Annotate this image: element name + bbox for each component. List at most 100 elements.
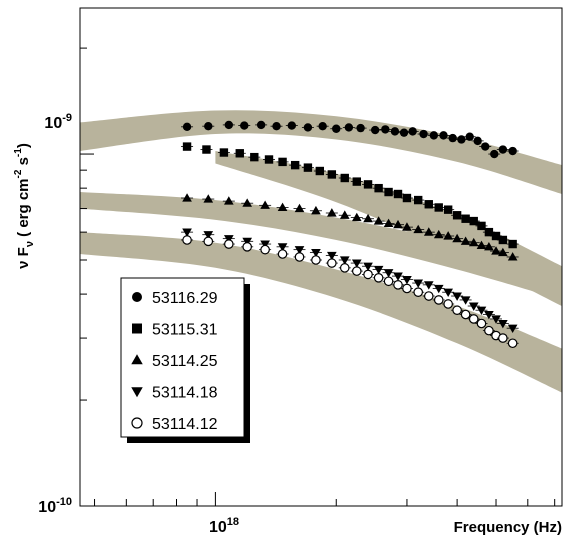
data-point [327,251,337,261]
data-point [339,210,350,219]
data-point [434,203,443,212]
data-point [351,259,362,268]
data-point [351,212,362,222]
data-point [490,149,499,159]
series-53116.29 [181,120,519,159]
data-point [469,216,478,226]
data-point [260,244,270,255]
data-point [393,219,403,229]
data-point [235,149,244,158]
data-point [507,252,518,261]
model-band-3 [80,192,562,300]
data-point [452,292,462,301]
data-point [344,123,354,132]
data-point [402,222,412,231]
legend-label-53115.31: 53115.31 [152,322,218,339]
data-point [327,170,337,179]
data-point [393,272,403,281]
data-point [374,183,383,193]
data-point [303,123,313,132]
data-point [423,291,434,301]
data-point [413,279,424,288]
data-point [452,211,462,220]
legend-label-53116.29: 53116.29 [152,290,218,307]
data-point [419,129,428,139]
data-point [424,200,433,209]
data-point [204,121,213,131]
data-point [363,262,373,272]
data-point [370,125,380,135]
data-point [414,195,423,205]
data-point [182,193,192,202]
legend: 53116.29 53115.31 53114.25 53114.18 53114.12 [120,277,250,443]
data-point [443,205,453,214]
data-point [443,288,453,298]
data-point [443,231,453,240]
data-point [381,125,390,134]
data-point [460,309,471,320]
data-point [443,299,453,309]
data-point [363,213,373,223]
model-band-1 [80,110,562,194]
data-point [294,252,305,262]
legend-marker-53114.18 [131,387,143,398]
data-point [433,295,444,305]
data-point [452,305,462,316]
data-point [383,269,394,278]
y-axis-title-open: ( erg cm [15,178,32,241]
data-point [278,157,287,167]
data-point [327,208,337,217]
data-point [264,155,274,164]
data-point [327,258,337,268]
data-point [340,173,349,183]
data-point [260,200,270,209]
x-axis-title: Frequency (Hz) [454,519,562,536]
data-point [339,263,350,273]
data-point [399,128,409,137]
y-axis-title-mid: s [15,157,32,170]
data-point [433,229,444,239]
data-point [484,310,494,320]
legend-items: 53116.29 53115.31 53114.25 53114.18 53114.12 [131,290,218,433]
data-point [498,333,508,343]
y-axis-title: ν Fν ( erg cm-2 s-1) [13,143,36,269]
data-point [507,324,518,334]
y-axis-title-close: ) [15,143,32,148]
data-point [465,132,474,141]
data-point [484,227,494,237]
data-point [242,237,253,247]
data-point [468,314,479,324]
data-point [182,122,192,132]
data-point [508,146,517,156]
data-point [294,203,305,213]
data-point [461,214,470,223]
data-point [287,121,297,130]
data-point [393,280,403,290]
axes [79,7,563,507]
data-point [260,240,270,249]
data-point [203,194,214,203]
data-point [224,239,234,249]
series-53115.31 [181,142,519,249]
y-axis-title-sub: ν [24,241,36,247]
data-point [393,189,403,199]
data-point [182,142,192,151]
data-point [477,221,486,231]
data-point [373,216,384,225]
data-point [413,287,424,298]
data-point [468,302,479,311]
data-point [318,121,327,131]
data-point [384,187,393,197]
x-tick-label-1e18: 1018 [209,516,239,536]
data-point [390,127,400,136]
data-point [242,242,252,252]
data-point [311,255,321,265]
data-point [250,152,259,162]
data-point [460,296,471,305]
data-point [423,227,434,236]
data-point [448,133,457,143]
data-point [383,276,394,287]
data-point [277,243,288,252]
data-point [290,160,300,170]
